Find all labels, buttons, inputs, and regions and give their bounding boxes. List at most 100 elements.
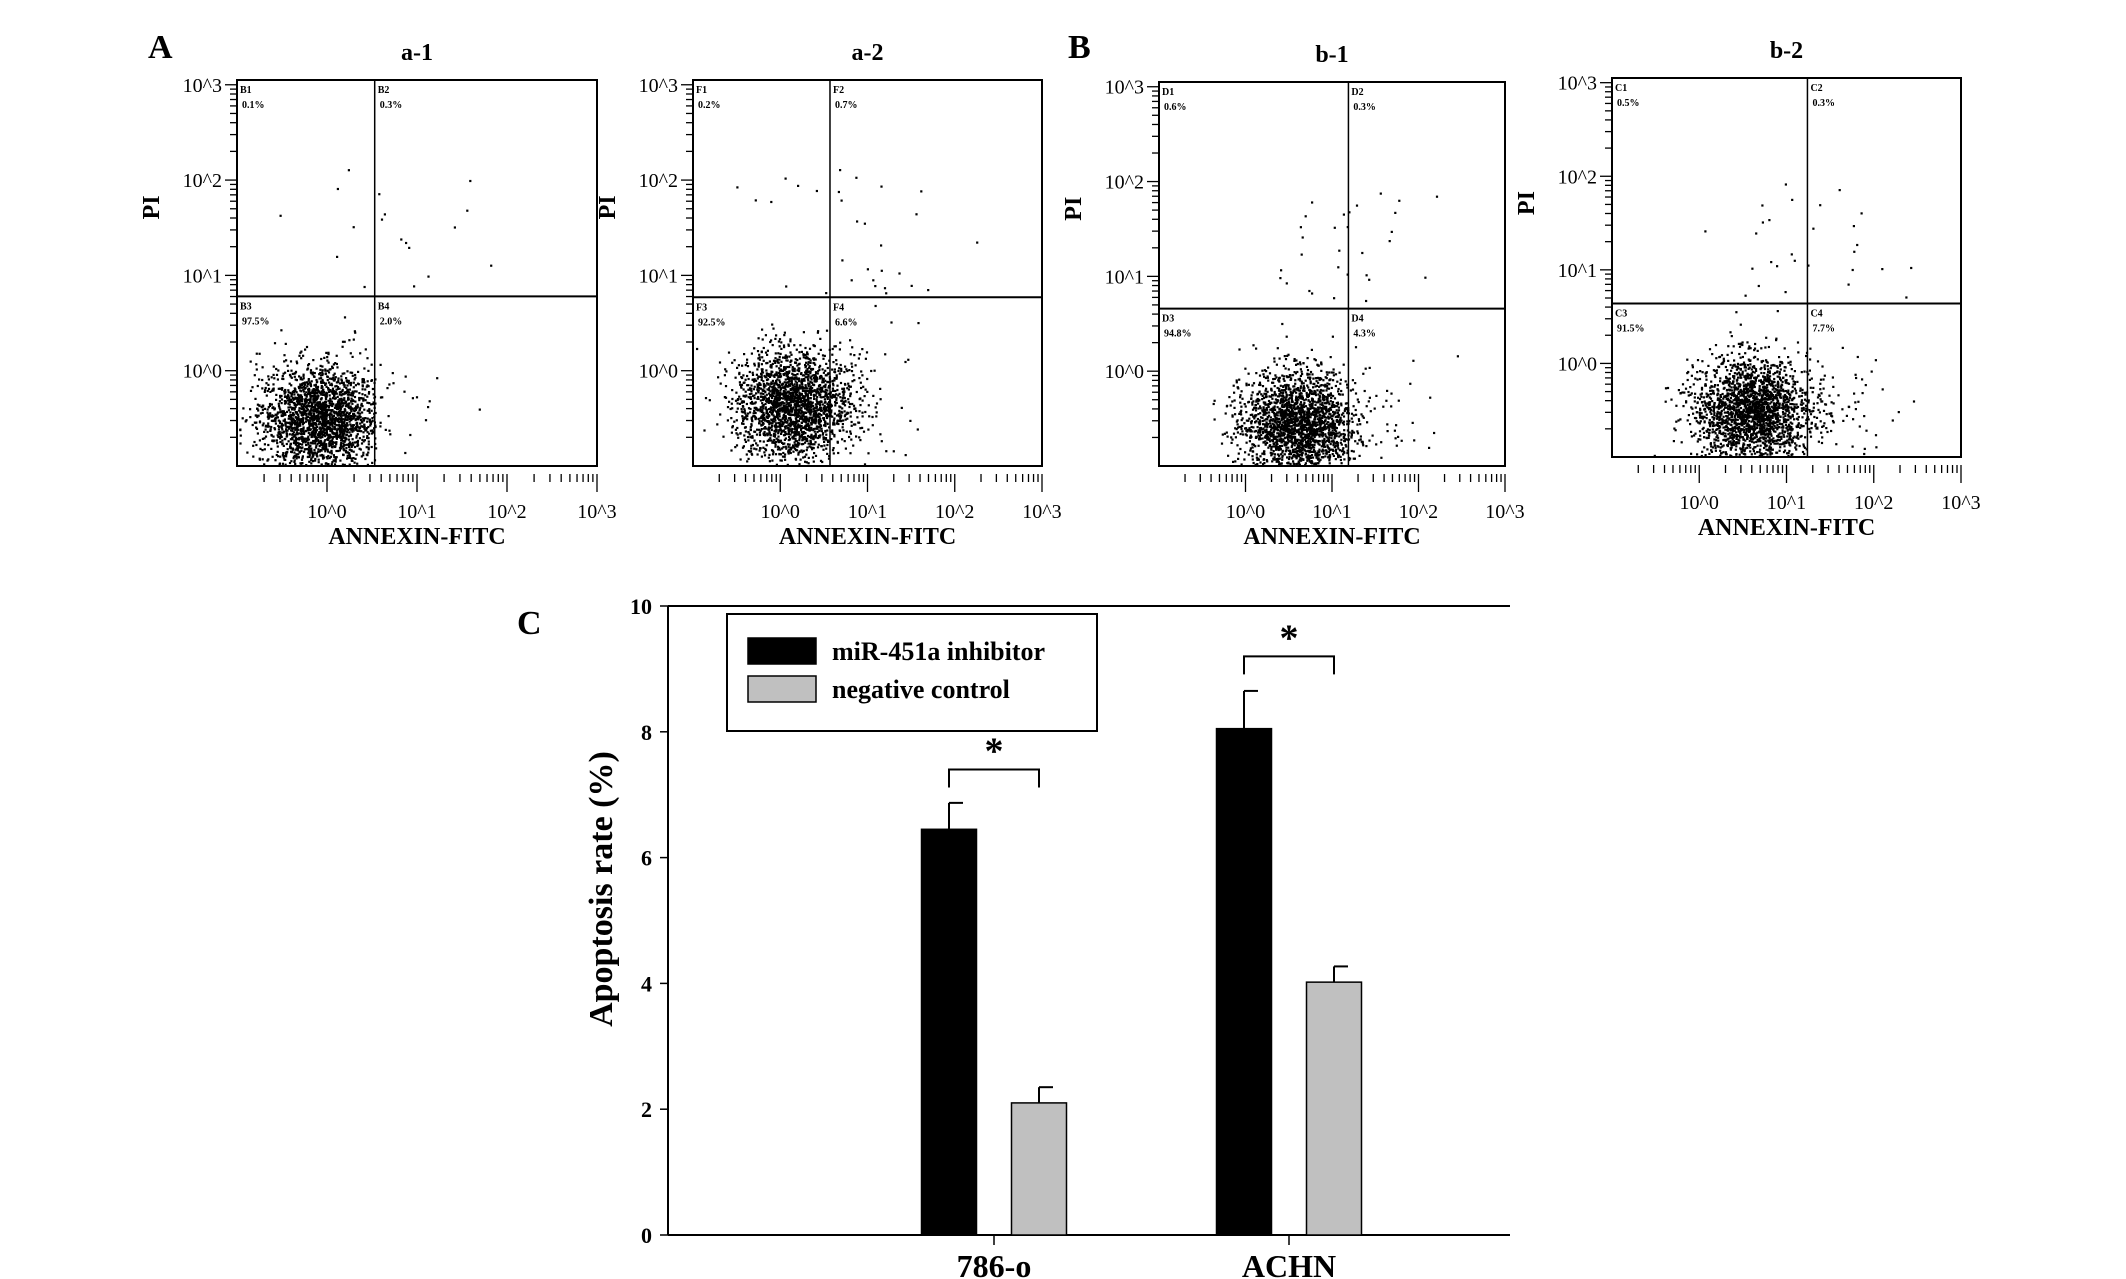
- event-dot: [291, 420, 294, 424]
- event-dot: [774, 445, 777, 448]
- event-dot: [313, 401, 316, 404]
- event-dot: [773, 397, 777, 400]
- event-dot: [784, 427, 787, 430]
- event-dot: [779, 372, 782, 375]
- event-dot: [866, 390, 869, 393]
- event-dot: [305, 443, 308, 447]
- event-dot: [864, 357, 867, 360]
- event-dot: [340, 390, 343, 393]
- event-dot: [789, 363, 792, 366]
- event-dot: [1306, 369, 1310, 372]
- event-dot: [827, 392, 830, 395]
- event-dot: [356, 442, 359, 445]
- event-dot: [368, 408, 371, 411]
- event-dot: [774, 373, 778, 376]
- event-dot: [809, 393, 812, 396]
- event-dot: [813, 407, 816, 410]
- flow-plot-a-1: a-1ANNEXIN-FITCPIB10.1%B20.3%B397.5%B42.…: [139, 40, 617, 550]
- event-dot: [1224, 412, 1227, 415]
- event-dot: [783, 419, 787, 422]
- event-dot: [810, 416, 813, 419]
- event-dot: [742, 374, 745, 377]
- event-dot: [826, 396, 830, 399]
- event-dot: [353, 378, 356, 381]
- event-dot: [360, 404, 363, 407]
- event-dot: [301, 414, 304, 417]
- event-dot: [773, 389, 776, 392]
- event-dot: [370, 363, 373, 366]
- data-points: [1212, 192, 1459, 467]
- quadrant-percent: 0.7%: [835, 100, 858, 111]
- x-tick-label: 10^2: [487, 501, 526, 523]
- event-dot: [362, 440, 365, 443]
- event-dot: [239, 428, 242, 431]
- event-dot: [796, 401, 799, 404]
- event-dot: [838, 412, 841, 415]
- event-dot: [312, 401, 315, 404]
- event-dot: [836, 388, 839, 392]
- event-dot: [297, 409, 301, 412]
- event-dot: [774, 352, 777, 355]
- event-dot: [794, 421, 797, 424]
- event-dot: [295, 360, 298, 363]
- event-dot: [405, 241, 408, 245]
- event-dot: [310, 449, 313, 452]
- event-dot: [358, 396, 361, 400]
- event-dot: [814, 358, 817, 361]
- event-dot: [293, 397, 296, 400]
- event-dot: [329, 389, 332, 392]
- event-dot: [322, 381, 325, 384]
- event-dot: [327, 436, 330, 440]
- event-dot: [280, 402, 283, 405]
- event-dot: [354, 419, 357, 422]
- event-dot: [307, 438, 311, 441]
- event-dot: [1331, 405, 1334, 409]
- event-dot: [797, 184, 800, 187]
- event-dot: [314, 446, 318, 449]
- event-dot: [276, 416, 279, 419]
- event-dot: [772, 434, 775, 437]
- event-dot: [1312, 434, 1315, 437]
- event-dot: [324, 414, 327, 418]
- event-dot: [327, 427, 330, 430]
- event-dot: [309, 395, 312, 399]
- event-dot: [295, 437, 298, 440]
- event-dot: [348, 339, 351, 342]
- event-dot: [849, 452, 852, 455]
- event-dot: [765, 373, 769, 376]
- event-dot: [349, 417, 352, 420]
- event-dot: [862, 430, 866, 433]
- event-dot: [789, 405, 792, 408]
- event-dot: [842, 429, 845, 432]
- event-dot: [345, 437, 348, 440]
- event-dot: [1329, 443, 1332, 446]
- event-dot: [804, 384, 807, 387]
- event-dot: [287, 406, 290, 409]
- event-dot: [802, 449, 805, 452]
- event-dot: [323, 423, 326, 426]
- event-dot: [331, 418, 334, 421]
- event-dot: [1340, 389, 1343, 393]
- event-dot: [753, 347, 756, 350]
- event-dot: [824, 423, 827, 426]
- event-dot: [736, 186, 739, 189]
- event-dot: [300, 432, 303, 436]
- event-dot: [779, 428, 782, 431]
- event-dot: [301, 446, 304, 449]
- event-dot: [353, 407, 356, 410]
- event-dot: [339, 459, 342, 462]
- event-dot: [261, 404, 264, 407]
- event-dot: [343, 440, 346, 443]
- event-dot: [760, 372, 763, 375]
- event-dot: [864, 388, 867, 391]
- event-dot: [310, 372, 313, 375]
- event-dot: [370, 445, 373, 449]
- event-dot: [1328, 429, 1331, 432]
- event-dot: [819, 337, 822, 340]
- event-dot: [784, 453, 787, 456]
- event-dot: [362, 451, 365, 454]
- event-dot: [292, 456, 295, 460]
- event-dot: [1212, 402, 1215, 406]
- event-dot: [783, 442, 786, 445]
- event-dot: [346, 454, 349, 457]
